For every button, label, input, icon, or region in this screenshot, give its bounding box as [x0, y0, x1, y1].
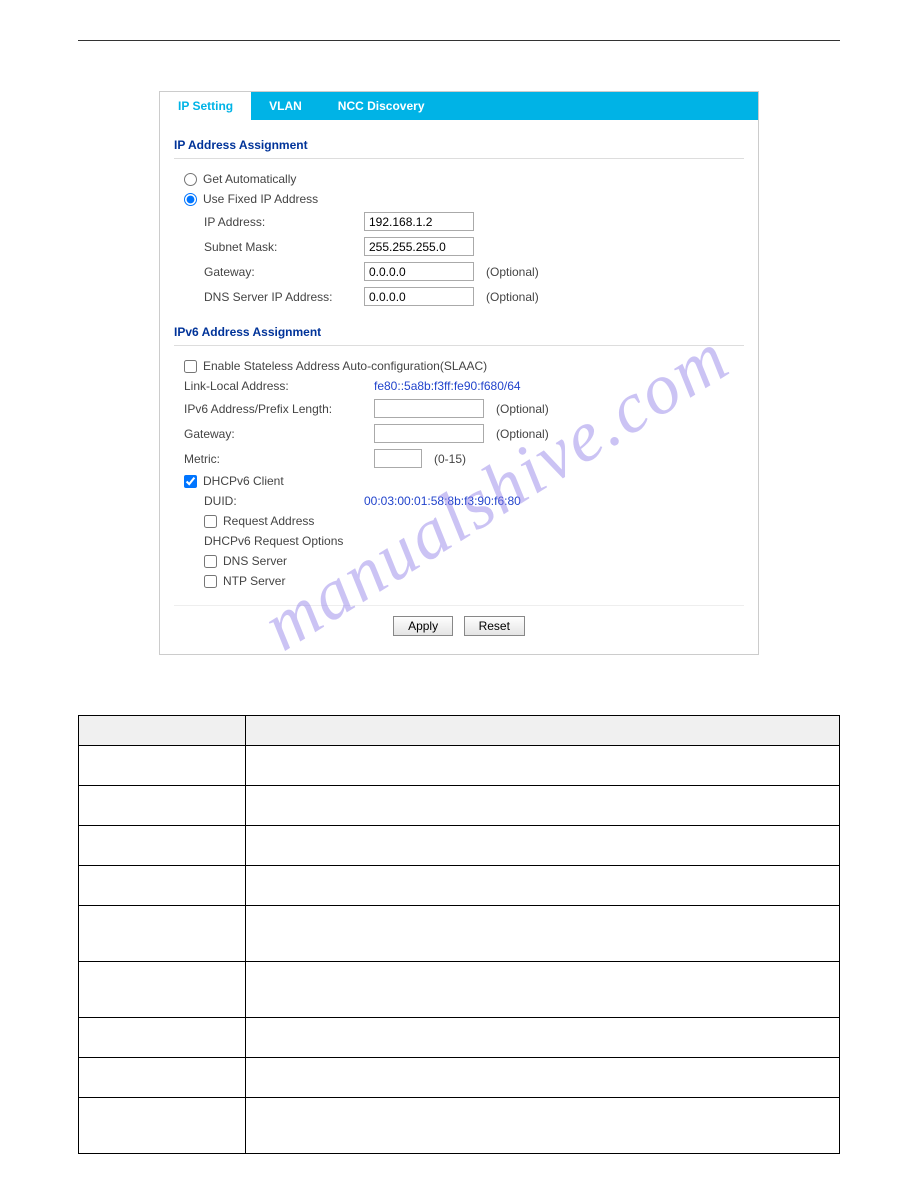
tab-ip-setting[interactable]: IP Setting: [160, 92, 251, 120]
ip-address-row: IP Address:: [174, 209, 744, 234]
dns-optional: (Optional): [486, 290, 539, 304]
subnet-label: Subnet Mask:: [204, 240, 364, 254]
section-divider: [174, 158, 744, 159]
metric-label: Metric:: [184, 452, 374, 466]
metric-row: Metric: (0-15): [174, 446, 744, 471]
dns-label: DNS Server IP Address:: [204, 290, 364, 304]
dhcpv6-row: DHCPv6 Client: [174, 471, 744, 491]
ipv4-section-title: IP Address Assignment: [174, 138, 744, 152]
link-local-value: fe80::5a8b:f3ff:fe90:f680/64: [374, 379, 521, 393]
prefix-label: IPv6 Address/Prefix Length:: [184, 402, 374, 416]
apply-button[interactable]: Apply: [393, 616, 453, 636]
prefix-input[interactable]: [374, 399, 484, 418]
radio-get-auto[interactable]: [184, 173, 197, 186]
gateway-label: Gateway:: [204, 265, 364, 279]
duid-value: 00:03:00:01:58:8b:f3:90:f6:80: [364, 494, 521, 508]
radio-get-auto-label: Get Automatically: [203, 172, 296, 186]
ipv6-gateway-input[interactable]: [374, 424, 484, 443]
table-row: [79, 1058, 840, 1098]
metric-range: (0-15): [434, 452, 466, 466]
req-opts-label: DHCPv6 Request Options: [204, 534, 343, 548]
ntp-server-checkbox[interactable]: [204, 575, 217, 588]
table-row: [79, 746, 840, 786]
table-row: [79, 826, 840, 866]
tab-ncc-discovery[interactable]: NCC Discovery: [320, 92, 443, 120]
gateway-input[interactable]: [364, 262, 474, 281]
table-row: [79, 866, 840, 906]
reset-button[interactable]: Reset: [464, 616, 525, 636]
gateway-row: Gateway: (Optional): [174, 259, 744, 284]
gateway-optional: (Optional): [486, 265, 539, 279]
subnet-row: Subnet Mask:: [174, 234, 744, 259]
dns-server-checkbox[interactable]: [204, 555, 217, 568]
dns-input[interactable]: [364, 287, 474, 306]
table-row: [79, 1098, 840, 1154]
table-row: [79, 786, 840, 826]
metric-input[interactable]: [374, 449, 422, 468]
req-addr-row: Request Address: [174, 511, 744, 531]
duid-row: DUID: 00:03:00:01:58:8b:f3:90:f6:80: [174, 491, 744, 511]
radio-fixed-row: Use Fixed IP Address: [174, 189, 744, 209]
section-divider-2: [174, 345, 744, 346]
slaac-checkbox[interactable]: [184, 360, 197, 373]
table-header-1: [79, 716, 246, 746]
slaac-row: Enable Stateless Address Auto-configurat…: [174, 356, 744, 376]
config-panel: IP Setting VLAN NCC Discovery IP Address…: [159, 91, 759, 655]
subnet-input[interactable]: [364, 237, 474, 256]
ipv6-section-title: IPv6 Address Assignment: [174, 325, 744, 339]
dns-server-label: DNS Server: [223, 554, 287, 568]
ipv6-gateway-label: Gateway:: [184, 427, 374, 441]
ntp-server-row: NTP Server: [174, 571, 744, 591]
table-row: [79, 906, 840, 962]
tabs: IP Setting VLAN NCC Discovery: [160, 92, 758, 120]
ip-address-input[interactable]: [364, 212, 474, 231]
radio-use-fixed[interactable]: [184, 193, 197, 206]
link-local-label: Link-Local Address:: [184, 379, 374, 393]
ipv6-gateway-optional: (Optional): [496, 427, 549, 441]
tab-vlan[interactable]: VLAN: [251, 92, 320, 120]
dns-row: DNS Server IP Address: (Optional): [174, 284, 744, 309]
radio-get-auto-row: Get Automatically: [174, 169, 744, 189]
panel-body: IP Address Assignment Get Automatically …: [160, 120, 758, 654]
ntp-server-label: NTP Server: [223, 574, 285, 588]
ipv6-gateway-row: Gateway: (Optional): [174, 421, 744, 446]
radio-use-fixed-label: Use Fixed IP Address: [203, 192, 318, 206]
table-row: [79, 962, 840, 1018]
slaac-label: Enable Stateless Address Auto-configurat…: [203, 359, 487, 373]
table-row: [79, 1018, 840, 1058]
req-addr-checkbox[interactable]: [204, 515, 217, 528]
prefix-row: IPv6 Address/Prefix Length: (Optional): [174, 396, 744, 421]
link-local-row: Link-Local Address: fe80::5a8b:f3ff:fe90…: [174, 376, 744, 396]
req-opts-row: DHCPv6 Request Options: [174, 531, 744, 551]
req-addr-label: Request Address: [223, 514, 314, 528]
top-rule: [78, 40, 840, 41]
table-header-2: [246, 716, 840, 746]
dhcpv6-checkbox[interactable]: [184, 475, 197, 488]
button-row: Apply Reset: [174, 605, 744, 636]
prefix-optional: (Optional): [496, 402, 549, 416]
dhcpv6-label: DHCPv6 Client: [203, 474, 284, 488]
ip-address-label: IP Address:: [204, 215, 364, 229]
dns-server-row: DNS Server: [174, 551, 744, 571]
doc-table: [78, 715, 840, 1154]
duid-label: DUID:: [204, 494, 364, 508]
